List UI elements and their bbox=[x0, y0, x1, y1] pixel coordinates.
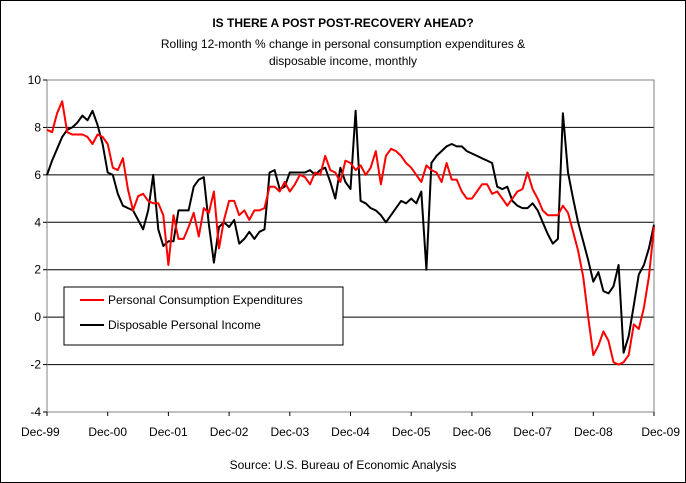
subtitle-line-1: Rolling 12-month % change in personal co… bbox=[160, 37, 526, 51]
y-tick-label: 4 bbox=[34, 215, 41, 229]
x-tick-label: Dec-05 bbox=[392, 425, 431, 439]
x-tick-label: Dec-04 bbox=[331, 425, 370, 439]
y-tick-label: 0 bbox=[34, 310, 41, 324]
x-tick-label: Dec-03 bbox=[270, 425, 309, 439]
x-tick-label: Dec-99 bbox=[21, 425, 60, 439]
series-line-dpi bbox=[46, 109, 655, 354]
y-tick-label: 10 bbox=[28, 73, 42, 87]
y-tick-label: -4 bbox=[30, 405, 41, 419]
y-tick-label: 8 bbox=[34, 120, 41, 134]
x-axis-ticks: Dec-99 Dec-00 Dec-01 Dec-02 Dec-03 Dec-04 Dec-… bbox=[21, 412, 680, 439]
chart-subtitle: Rolling 12-month % change in personal co… bbox=[0, 36, 686, 70]
x-tick-label: Dec-07 bbox=[513, 425, 552, 439]
x-tick-label: Dec-00 bbox=[88, 425, 127, 439]
legend-label-dpi: Disposable Personal Income bbox=[108, 318, 261, 332]
series-line-pce bbox=[46, 100, 655, 366]
x-tick-label: Dec-02 bbox=[210, 425, 249, 439]
x-tick-label: Dec-09 bbox=[641, 425, 680, 439]
chart-source: Source: U.S. Bureau of Economic Analysis bbox=[229, 458, 457, 472]
series-lines bbox=[46, 100, 655, 366]
y-tick-label: 6 bbox=[34, 168, 41, 182]
legend-label-pce: Personal Consumption Expenditures bbox=[108, 293, 303, 307]
chart-title: IS THERE A POST POST-RECOVERY AHEAD? bbox=[212, 16, 474, 30]
legend: Personal Consumption Expenditures Dispos… bbox=[63, 286, 344, 346]
legend-box bbox=[63, 286, 344, 346]
subtitle-line-2: disposable income, monthly bbox=[268, 54, 418, 68]
y-tick-label: 2 bbox=[34, 263, 41, 277]
x-tick-label: Dec-06 bbox=[453, 425, 492, 439]
x-tick-label: Dec-08 bbox=[574, 425, 613, 439]
y-axis-ticks: 10 8 6 4 2 0 -2 -4 bbox=[28, 73, 47, 419]
x-tick-label: Dec-01 bbox=[149, 425, 188, 439]
y-tick-label: -2 bbox=[30, 358, 41, 372]
